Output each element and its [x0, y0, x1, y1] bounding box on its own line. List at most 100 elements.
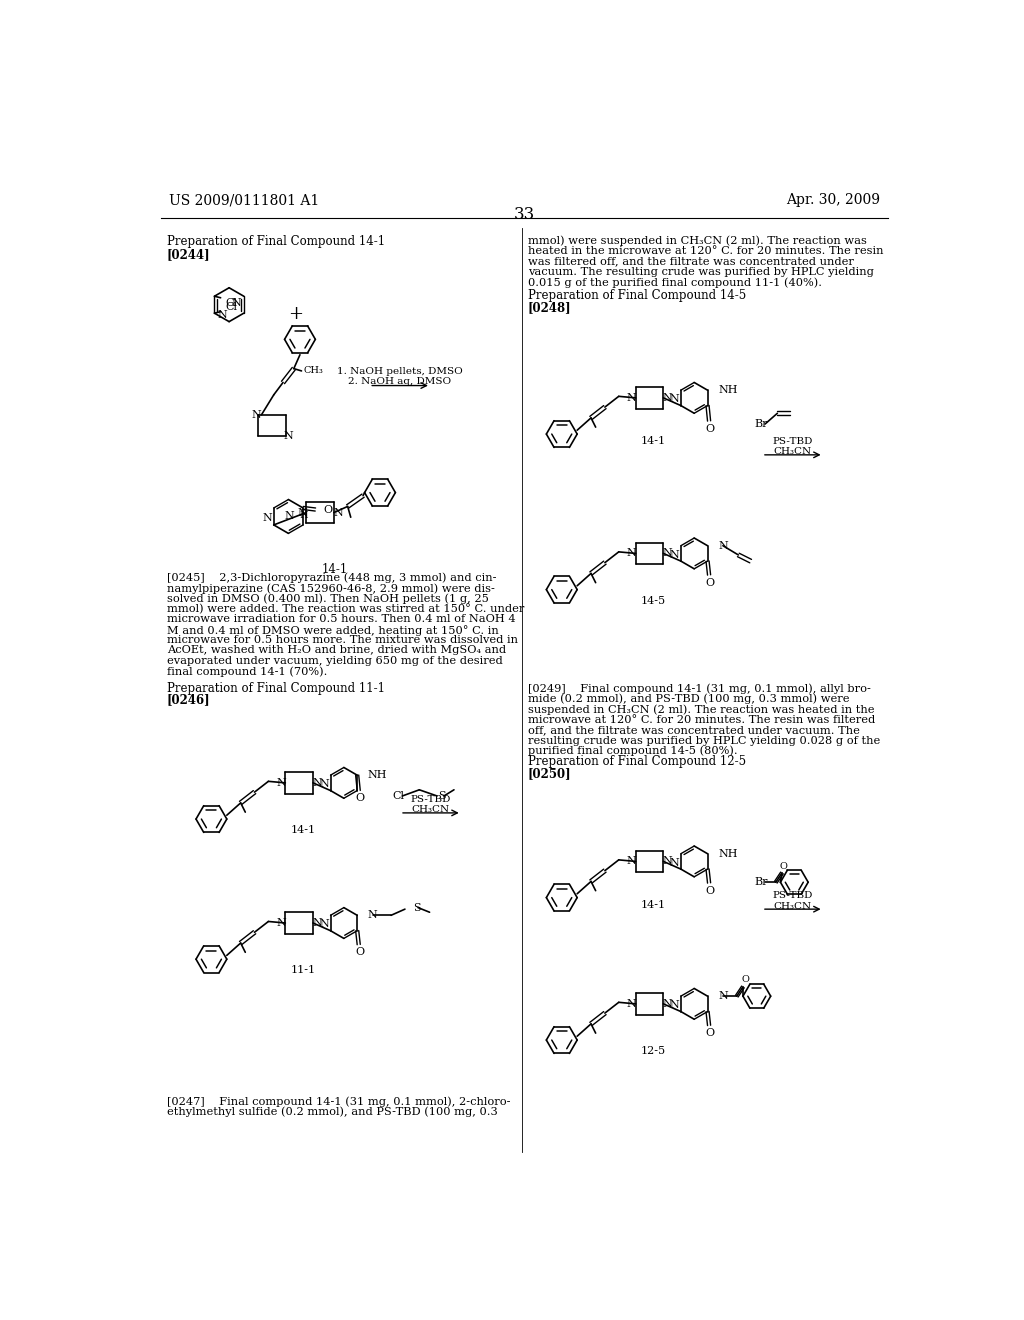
Text: namylpiperazine (CAS 152960-46-8, 2.9 mmol) were dis-: namylpiperazine (CAS 152960-46-8, 2.9 mm… [167, 583, 495, 594]
Text: N: N [262, 513, 272, 524]
Text: off, and the filtrate was concentrated under vacuum. The: off, and the filtrate was concentrated u… [528, 725, 860, 735]
Text: N: N [627, 393, 637, 403]
Text: Preparation of Final Compound 11-1: Preparation of Final Compound 11-1 [167, 682, 385, 696]
Text: CH₃CN: CH₃CN [412, 805, 450, 813]
Text: 1. NaOH pellets, DMSO: 1. NaOH pellets, DMSO [337, 367, 463, 376]
Text: 0.015 g of the purified final compound 11-1 (40%).: 0.015 g of the purified final compound 1… [528, 277, 822, 288]
Text: N: N [284, 511, 294, 521]
Text: 14-5: 14-5 [641, 595, 666, 606]
Text: N: N [333, 508, 343, 517]
Text: N: N [283, 432, 293, 441]
Text: AcOEt, washed with H₂O and brine, dried with MgSO₄ and: AcOEt, washed with H₂O and brine, dried … [167, 645, 506, 656]
Text: US 2009/0111801 A1: US 2009/0111801 A1 [169, 193, 319, 207]
Text: 14-1: 14-1 [641, 900, 666, 909]
Text: Cl: Cl [225, 298, 238, 308]
Text: O: O [779, 862, 787, 871]
Text: heated in the microwave at 120° C. for 20 minutes. The resin: heated in the microwave at 120° C. for 2… [528, 246, 884, 256]
Text: Preparation of Final Compound 14-5: Preparation of Final Compound 14-5 [528, 289, 746, 302]
Text: N: N [670, 395, 679, 404]
Text: [0250]: [0250] [528, 767, 571, 780]
Text: N: N [276, 777, 286, 788]
Text: N: N [663, 548, 673, 558]
Text: CH₃CN: CH₃CN [774, 447, 812, 457]
Text: Preparation of Final Compound 12-5: Preparation of Final Compound 12-5 [528, 755, 746, 768]
Text: NH: NH [718, 385, 738, 395]
Text: N: N [663, 857, 673, 866]
Text: PS-TBD: PS-TBD [772, 891, 813, 900]
Text: was filtered off, and the filtrate was concentrated under: was filtered off, and the filtrate was c… [528, 256, 854, 267]
Text: evaporated under vacuum, yielding 650 mg of the desired: evaporated under vacuum, yielding 650 mg… [167, 656, 503, 665]
Text: Preparation of Final Compound 14-1: Preparation of Final Compound 14-1 [167, 235, 385, 248]
Text: N: N [670, 858, 679, 867]
Text: O: O [355, 793, 365, 804]
Text: 2. NaOH aq, DMSO: 2. NaOH aq, DMSO [348, 378, 452, 387]
Text: final compound 14-1 (70%).: final compound 14-1 (70%). [167, 667, 327, 677]
Text: N: N [276, 917, 286, 928]
Text: 11-1: 11-1 [291, 965, 315, 975]
Text: O: O [706, 578, 715, 587]
Text: N: N [718, 991, 728, 1001]
Text: [0247]    Final compound 14-1 (31 mg, 0.1 mmol), 2-chloro-: [0247] Final compound 14-1 (31 mg, 0.1 m… [167, 1096, 510, 1107]
Text: solved in DMSO (0.400 ml). Then NaOH pellets (1 g, 25: solved in DMSO (0.400 ml). Then NaOH pel… [167, 594, 488, 605]
Text: 14-1: 14-1 [641, 437, 666, 446]
Text: [0246]: [0246] [167, 693, 210, 706]
Text: mmol) were added. The reaction was stirred at 150° C. under: mmol) were added. The reaction was stirr… [167, 603, 524, 615]
Text: Cl: Cl [392, 791, 404, 801]
Text: N: N [627, 857, 637, 866]
Text: NH: NH [368, 770, 387, 780]
Text: N: N [670, 549, 679, 560]
Text: mide (0.2 mmol), and PS-TBD (100 mg, 0.3 mmol) were: mide (0.2 mmol), and PS-TBD (100 mg, 0.3… [528, 694, 849, 705]
Text: N: N [368, 911, 378, 920]
Text: O: O [706, 886, 715, 896]
Text: M and 0.4 ml of DMSO were added, heating at 150° C. in: M and 0.4 ml of DMSO were added, heating… [167, 624, 499, 635]
Text: resulting crude was purified by HPLC yielding 0.028 g of the: resulting crude was purified by HPLC yie… [528, 735, 881, 746]
Text: O: O [741, 974, 750, 983]
Text: microwave for 0.5 hours more. The mixture was dissolved in: microwave for 0.5 hours more. The mixtur… [167, 635, 518, 645]
Text: vacuum. The resulting crude was purified by HPLC yielding: vacuum. The resulting crude was purified… [528, 267, 873, 277]
Text: N: N [627, 548, 637, 558]
Text: O: O [706, 1028, 715, 1038]
Text: N: N [252, 409, 261, 420]
Text: S: S [413, 903, 420, 912]
Text: Br: Br [755, 878, 768, 887]
Text: N: N [319, 779, 329, 789]
Text: N: N [627, 999, 637, 1008]
Text: N: N [663, 393, 673, 403]
Text: S: S [438, 791, 446, 801]
Text: suspended in CH₃CN (2 ml). The reaction was heated in the: suspended in CH₃CN (2 ml). The reaction … [528, 705, 874, 715]
Text: O: O [355, 948, 365, 957]
Text: N: N [297, 508, 307, 517]
Text: N: N [312, 777, 322, 788]
Text: CH₃: CH₃ [303, 367, 323, 375]
Text: O: O [324, 504, 332, 515]
Text: microwave irradiation for 0.5 hours. Then 0.4 ml of NaOH 4: microwave irradiation for 0.5 hours. The… [167, 614, 515, 624]
Text: 14-1: 14-1 [291, 825, 315, 836]
Text: NH: NH [718, 849, 738, 859]
Text: H: H [299, 511, 308, 520]
Text: 14-1: 14-1 [322, 562, 348, 576]
Text: Apr. 30, 2009: Apr. 30, 2009 [786, 193, 881, 207]
Text: N: N [312, 917, 322, 928]
Text: [0244]: [0244] [167, 248, 210, 261]
Text: [0248]: [0248] [528, 301, 571, 314]
Text: 33: 33 [514, 206, 536, 223]
Text: ethylmethyl sulfide (0.2 mmol), and PS-TBD (100 mg, 0.3: ethylmethyl sulfide (0.2 mmol), and PS-T… [167, 1106, 498, 1117]
Text: Cl: Cl [225, 302, 238, 312]
Text: O: O [706, 424, 715, 434]
Text: purified final compound 14-5 (80%).: purified final compound 14-5 (80%). [528, 746, 737, 756]
Text: microwave at 120° C. for 20 minutes. The resin was filtered: microwave at 120° C. for 20 minutes. The… [528, 714, 876, 725]
Text: [0245]    2,3-Dichloropyrazine (448 mg, 3 mmol) and cin-: [0245] 2,3-Dichloropyrazine (448 mg, 3 m… [167, 573, 497, 583]
Text: PS-TBD: PS-TBD [772, 437, 813, 446]
Text: mmol) were suspended in CH₃CN (2 ml). The reaction was: mmol) were suspended in CH₃CN (2 ml). Th… [528, 235, 866, 246]
Text: CH₃CN: CH₃CN [774, 902, 812, 911]
Text: [0249]    Final compound 14-1 (31 mg, 0.1 mmol), allyl bro-: [0249] Final compound 14-1 (31 mg, 0.1 m… [528, 684, 870, 694]
Text: PS-TBD: PS-TBD [411, 795, 451, 804]
Text: Br: Br [755, 418, 768, 429]
Text: +: + [289, 305, 303, 323]
Text: N: N [218, 310, 227, 321]
Text: N: N [319, 919, 329, 929]
Text: N: N [718, 541, 728, 550]
Text: N: N [663, 999, 673, 1008]
Text: 12-5: 12-5 [641, 1047, 666, 1056]
Text: N: N [670, 1001, 679, 1010]
